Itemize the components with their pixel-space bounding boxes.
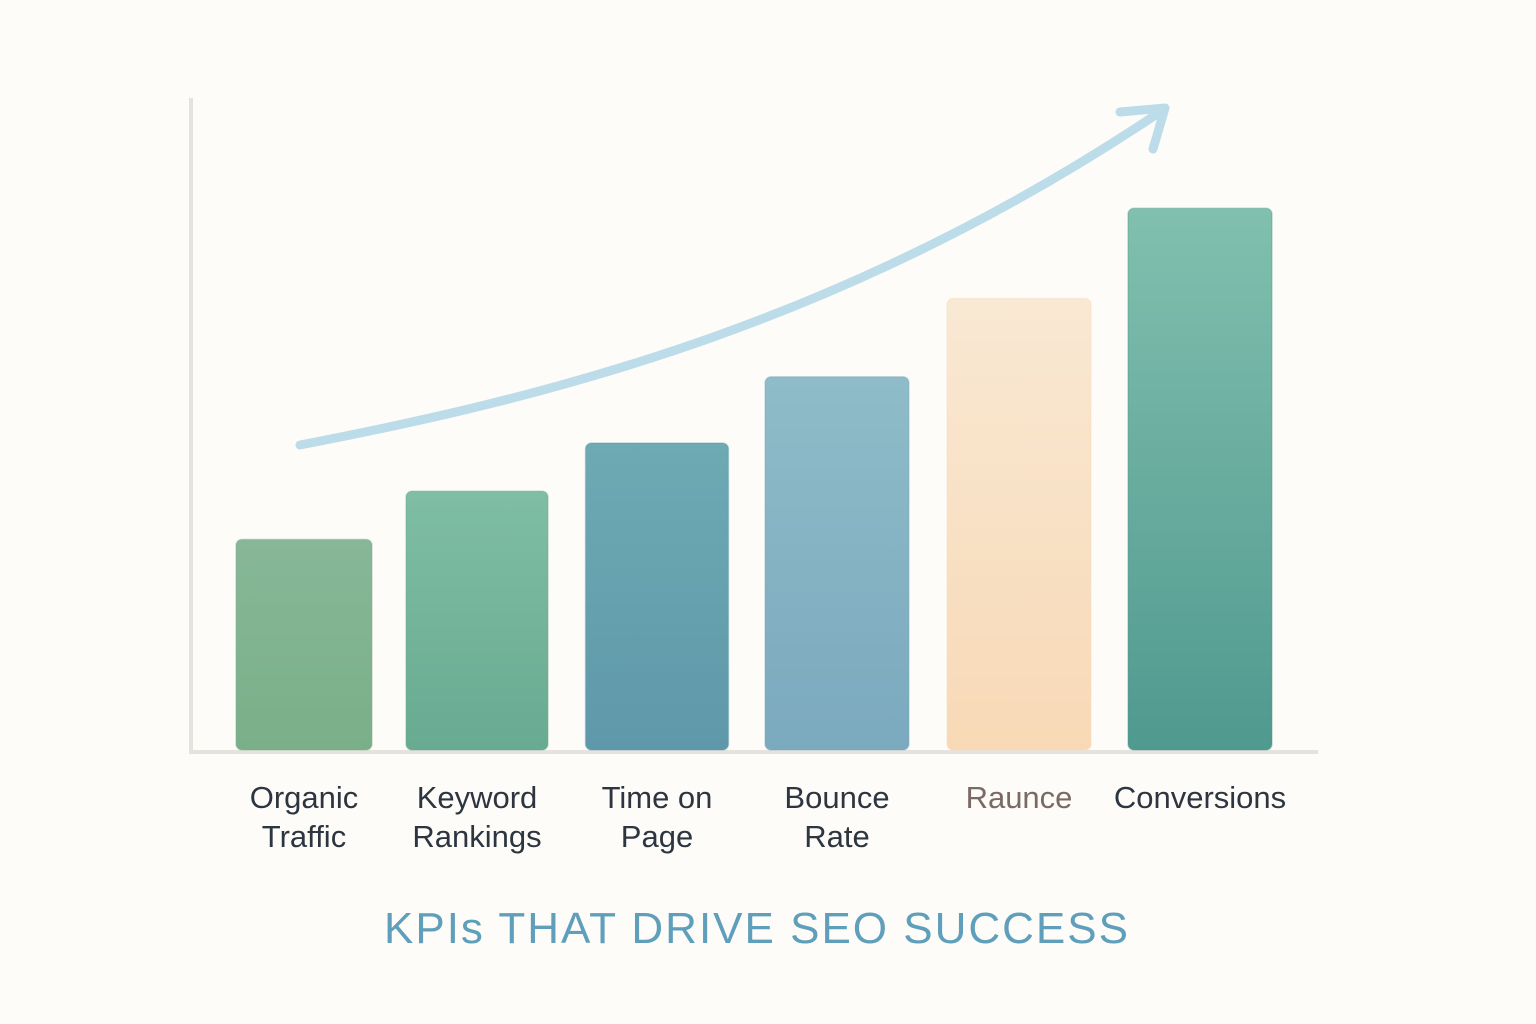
bar-1 xyxy=(405,490,549,751)
x-tick-label-0: Organic Traffic xyxy=(249,780,359,854)
x-tick-label-3: Bounce Rate xyxy=(784,780,890,854)
x-tick-label-2: Time on Page xyxy=(601,780,713,854)
bars-group xyxy=(235,207,1273,751)
x-tick-label-4: Raunce xyxy=(965,780,1073,815)
bar-2 xyxy=(584,442,730,751)
x-tick-label-5: Conversions xyxy=(1113,780,1287,815)
bar-5 xyxy=(1127,207,1273,751)
trend-arrow-icon xyxy=(295,103,1170,450)
chart-title: KPIs THAT DRIVE SEO SUCCESS xyxy=(384,904,1130,953)
bar-0 xyxy=(235,538,373,751)
trend-arrow-head xyxy=(1115,103,1170,154)
x-tick-label-1: Keyword Rankings xyxy=(412,780,542,854)
trend-arrow-curve xyxy=(295,107,1165,450)
bar-3 xyxy=(764,376,910,751)
bar-4 xyxy=(946,297,1092,751)
